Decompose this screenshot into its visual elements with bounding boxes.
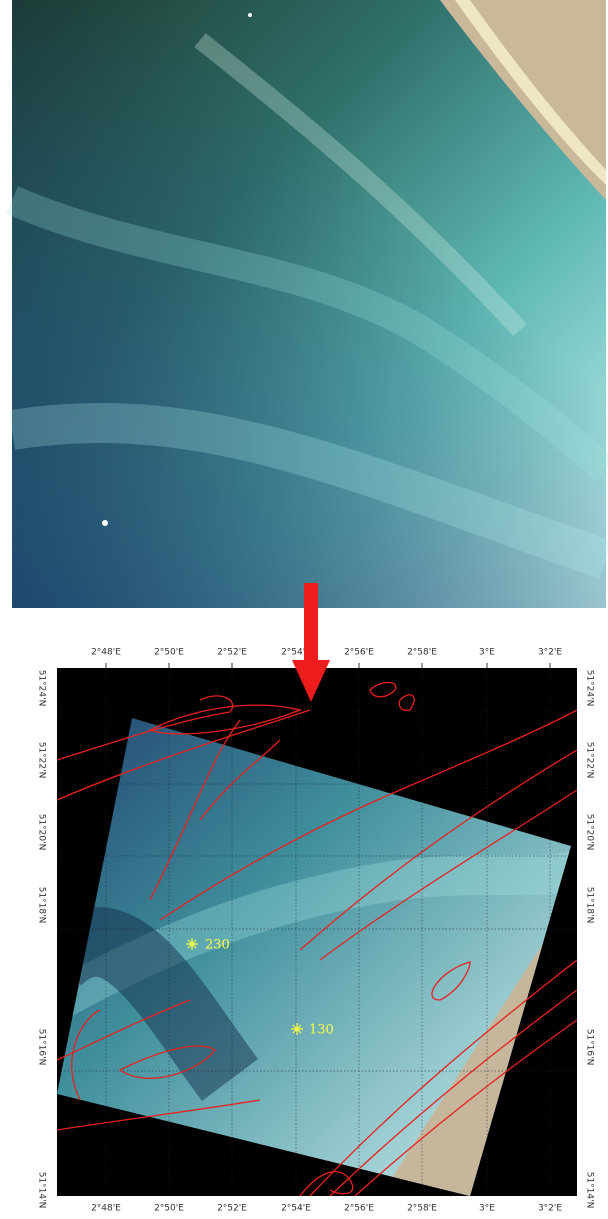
annotation: 130 <box>309 1023 334 1038</box>
lat-label: 51°18'N <box>37 887 47 924</box>
lon-label: 2°52'E <box>217 648 247 658</box>
lon-label: 2°58'E <box>407 648 437 658</box>
lat-label: 51°24'N <box>37 670 47 707</box>
lat-label: 51°14'N <box>37 1172 47 1209</box>
lat-label: 51°24'N <box>585 670 595 707</box>
lon-label: 2°48'E <box>91 648 121 658</box>
lon-label: 3°E <box>479 648 495 658</box>
lon-label: 2°54'E <box>281 1204 311 1214</box>
lon-label: 3°2'E <box>538 1204 562 1214</box>
lat-label: 51°16'N <box>585 1029 595 1066</box>
lat-label: 51°20'N <box>37 814 47 851</box>
figure: 230 130 2°48'E 2°50'E 2°52'E 2°54'E 2°56'E 2°… <box>0 0 608 1219</box>
lon-label: 3°2'E <box>538 648 562 658</box>
annotation: 230 <box>205 938 230 953</box>
lon-label: 2°58'E <box>407 1204 437 1214</box>
lat-label: 51°22'N <box>585 742 595 779</box>
lat-label: 51°16'N <box>37 1029 47 1066</box>
lon-label: 2°56'E <box>344 1204 374 1214</box>
lon-label: 2°50'E <box>154 648 184 658</box>
lon-label: 2°50'E <box>154 1204 184 1214</box>
lat-label: 51°20'N <box>585 814 595 851</box>
lat-label: 51°18'N <box>585 887 595 924</box>
lat-label: 51°14'N <box>585 1172 595 1209</box>
lon-label: 2°56'E <box>344 648 374 658</box>
lat-label: 51°22'N <box>37 742 47 779</box>
satellite-image <box>12 0 606 608</box>
map: 230 130 2°48'E 2°50'E 2°52'E 2°54'E 2°56'E 2°… <box>37 648 595 1215</box>
lon-label: 2°52'E <box>217 1204 247 1214</box>
lon-label: 3°E <box>479 1204 495 1214</box>
lon-label: 2°48'E <box>91 1204 121 1214</box>
